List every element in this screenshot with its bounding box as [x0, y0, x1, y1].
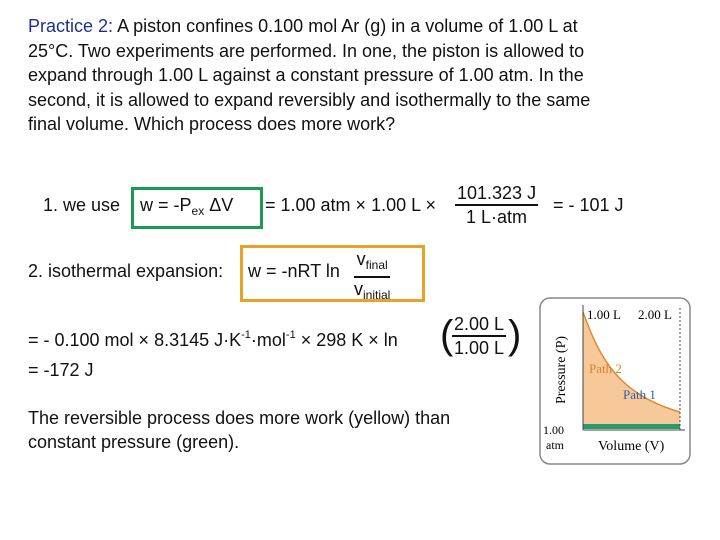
numerator: 2.00 L: [452, 313, 507, 337]
subscript: ex: [191, 204, 205, 218]
denominator: vinitial: [354, 278, 390, 306]
problem-line: A piston confines 0.100 mol Ar (g) in a …: [117, 16, 578, 36]
step2-lead: 2. isothermal expansion:: [28, 261, 224, 281]
y-axis-label: Pressure (P): [554, 336, 569, 404]
paren: (: [440, 313, 454, 357]
problem-line: 25°C. Two experiments are performed. In …: [28, 40, 585, 61]
step3-fraction: 2.00 L 1.00 L: [452, 313, 507, 359]
v1-label: 1.00 L: [587, 307, 621, 322]
text: v: [354, 279, 363, 299]
green-box: [131, 187, 263, 229]
path2-area: [583, 312, 680, 428]
problem: Practice 2: A piston confines 0.100 mol …: [28, 14, 590, 137]
path1-area: [583, 424, 680, 429]
problem-line: expand through 1.00 L against a constant…: [28, 65, 584, 85]
conclusion: The reversible process does more work (y…: [28, 406, 450, 454]
problem-line: final volume. Which process does more wo…: [28, 114, 396, 134]
text: v: [356, 249, 366, 269]
superscript: -1: [285, 329, 296, 341]
step1-lead: 1. we use: [43, 195, 121, 215]
denominator: 1.00 L: [454, 338, 505, 358]
path1-label: Path 1: [623, 387, 656, 402]
text: ΔV: [204, 195, 234, 215]
problem-line: second, it is allowed to expand reversib…: [28, 89, 591, 110]
numerator: 101.323 J: [455, 182, 539, 206]
p-value: 1.00: [543, 423, 564, 437]
path2-label: Path 2: [589, 361, 622, 376]
superscript: -1: [241, 329, 251, 341]
orange-box: [240, 245, 425, 302]
text: w = -P: [140, 195, 192, 215]
step3: = - 0.100 mol × 8.3145 J·K-1·mol-1 × 298…: [28, 324, 398, 351]
subscript: initial: [363, 288, 391, 302]
v2-label: 2.00 L: [638, 307, 672, 322]
denominator: 1 L·atm: [466, 207, 528, 227]
subscript: final: [365, 258, 388, 272]
text: × 298 K × ln: [295, 330, 398, 350]
x-axis-label: Volume (V): [598, 439, 665, 454]
step2-fraction: vfinal vinitial: [354, 248, 391, 306]
p-unit: atm: [546, 438, 565, 452]
problem-label: Practice 2:: [28, 16, 114, 36]
text: = - 0.100 mol × 8.3145 J·K: [28, 330, 242, 350]
paren: ): [508, 313, 522, 357]
step1-middle: = 1.00 atm × 1.00 L ×: [265, 195, 436, 215]
conclusion-line: constant pressure (green).: [28, 432, 240, 452]
isotherm: [582, 311, 681, 413]
step2-formula: w = -nRT ln: [248, 261, 340, 281]
numerator: vfinal: [354, 248, 391, 278]
conclusion-line: The reversible process does more work (y…: [28, 408, 451, 428]
text: ·mol: [250, 330, 286, 350]
step1-result: = - 101 J: [553, 195, 624, 215]
step1-formula: w = -Pex ΔV: [140, 194, 233, 222]
step4: = -172 J: [28, 360, 94, 380]
